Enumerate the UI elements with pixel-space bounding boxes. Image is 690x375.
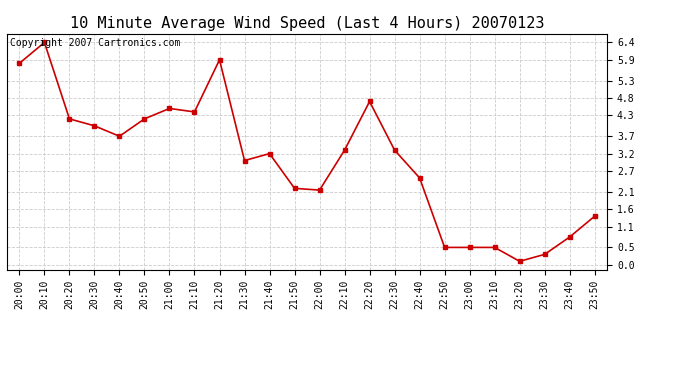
Title: 10 Minute Average Wind Speed (Last 4 Hours) 20070123: 10 Minute Average Wind Speed (Last 4 Hou… [70,16,544,31]
Text: Copyright 2007 Cartronics.com: Copyright 2007 Cartronics.com [10,39,180,48]
